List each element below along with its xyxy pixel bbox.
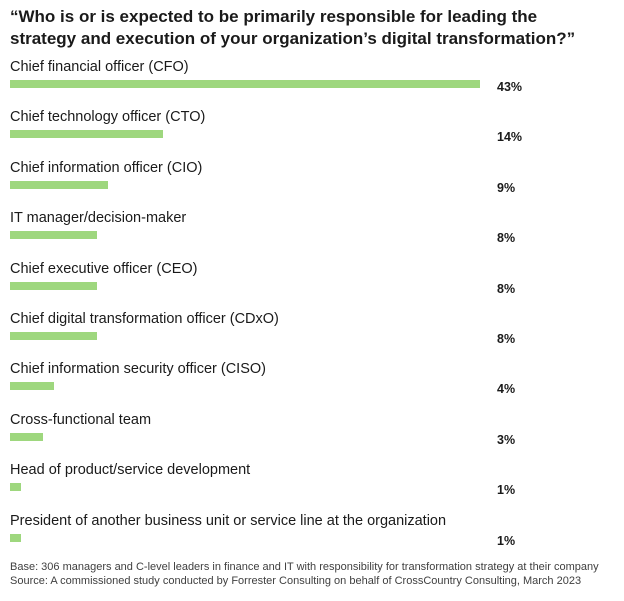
category-label: Chief digital transformation officer (CD… [10, 311, 279, 327]
category-label: Head of product/service development [10, 462, 251, 479]
bar [10, 432, 43, 441]
category-label: Cross-functional team [10, 411, 152, 428]
bar [10, 332, 98, 340]
bar [10, 483, 21, 492]
chart-row: Cross-functional team 3% [0, 411, 624, 461]
value-label: 3% [497, 432, 516, 447]
value-label: 8% [497, 231, 516, 246]
chart-footer: Base: 306 managers and C-level leaders i… [10, 561, 620, 588]
bar [10, 80, 480, 88]
chart-row: President of another business unit or se… [0, 512, 624, 562]
category-label: IT manager/decision-maker [10, 210, 187, 227]
chart-row: Chief digital transformation officer (CD… [0, 310, 624, 360]
value-label: 43% [497, 80, 523, 94]
category-label: Chief financial officer (CFO) [10, 59, 189, 75]
value-label: 4% [497, 382, 516, 397]
chart-row: Chief financial officer (CFO) 43% [0, 58, 624, 108]
chart-row: IT manager/decision-maker 8% [0, 209, 624, 259]
chart-row: Head of product/service development 1% [0, 461, 624, 511]
footer-base: Base: 306 managers and C-level leaders i… [10, 561, 599, 573]
bar [10, 231, 98, 240]
bar [10, 130, 164, 139]
chart-row: Chief information officer (CIO) 9% [0, 159, 624, 209]
value-label: 1% [497, 533, 516, 548]
value-label: 8% [497, 281, 516, 296]
category-label: Chief information security officer (CISO… [10, 361, 266, 378]
category-label: President of another business unit or se… [10, 512, 447, 529]
value-label: 8% [497, 332, 516, 346]
chart-row: Chief information security officer (CISO… [0, 360, 624, 410]
chart-row: Chief technology officer (CTO) 14% [0, 108, 624, 158]
value-label: 1% [497, 483, 516, 498]
category-label: Chief executive officer (CEO) [10, 260, 198, 277]
value-label: 14% [497, 130, 523, 145]
chart-title-line-1: “Who is or is expected to be primarily r… [10, 7, 538, 26]
bar [10, 382, 54, 391]
chart-title: “Who is or is expected to be primarily r… [10, 6, 610, 50]
bar [10, 281, 98, 290]
category-label: Chief technology officer (CTO) [10, 109, 206, 126]
footer-source: Source: A commissioned study conducted b… [10, 574, 582, 587]
chart-title-line-2: strategy and execution of your organizat… [10, 29, 576, 48]
value-label: 9% [497, 180, 516, 195]
bar [10, 180, 109, 189]
bar [10, 533, 21, 542]
chart-row: Chief executive officer (CEO) 8% [0, 260, 624, 310]
category-label: Chief information officer (CIO) [10, 159, 203, 176]
